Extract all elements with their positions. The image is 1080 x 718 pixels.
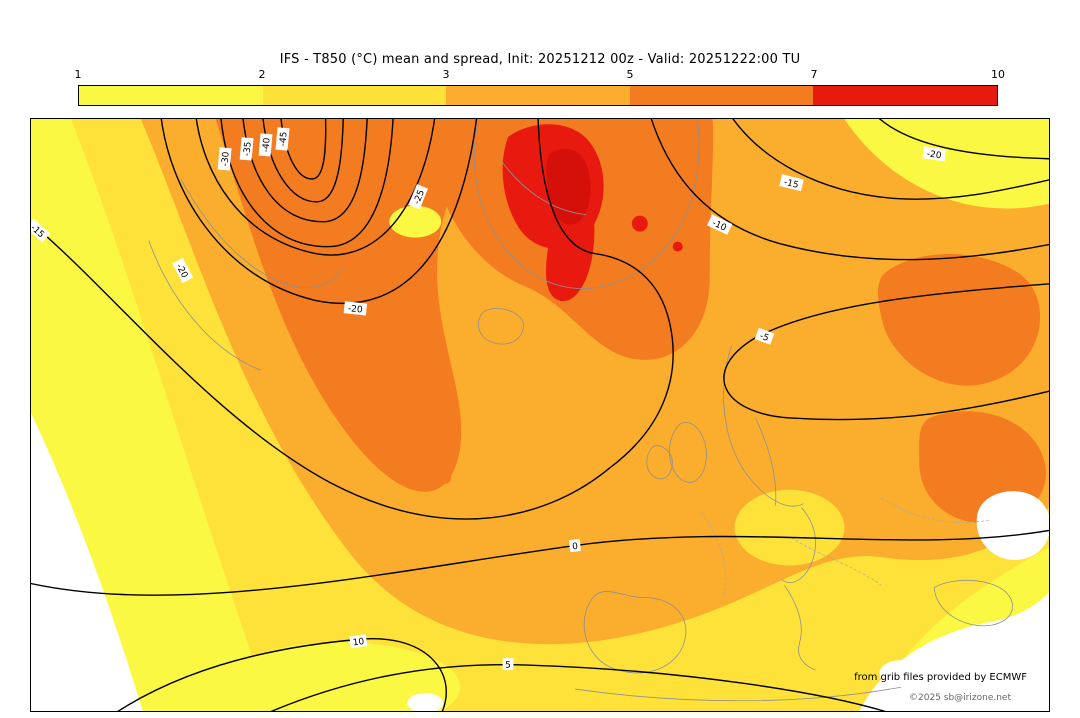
colorbar — [78, 85, 998, 106]
contour-minus15-northeast — [732, 119, 1049, 200]
page-title: IFS - T850 (°C) mean and spread, Init: 2… — [279, 52, 801, 67]
attribution-copyright: ©2025 sb@irizone.net — [909, 693, 1011, 703]
coast-iberia — [583, 591, 687, 674]
coast-north-africa — [574, 686, 902, 702]
spread-region-5-7 — [439, 471, 452, 484]
contour-label: -5 — [754, 327, 775, 345]
coast-baltic — [781, 507, 816, 583]
svg-text:-20: -20 — [347, 304, 363, 315]
coastlines — [148, 120, 1013, 702]
contour-label: -45 — [275, 127, 290, 151]
contour-minus5 — [723, 283, 1049, 421]
spread-region-2-3 — [734, 489, 845, 566]
svg-text:-40: -40 — [261, 137, 272, 153]
spread-region-5-7 — [877, 254, 1041, 386]
coast-greenland — [473, 120, 700, 289]
spread-region-lt1 — [976, 491, 1049, 560]
spread-shading — [31, 119, 1049, 711]
colorbar-tick: 2 — [258, 68, 266, 81]
svg-text:10: 10 — [352, 637, 365, 649]
contour-label: 10 — [349, 634, 368, 649]
contour-minus40 — [262, 119, 344, 203]
svg-text:5: 5 — [505, 661, 511, 671]
colorbar-segment — [446, 86, 630, 105]
colorbar-segment — [629, 86, 814, 105]
colorbar-segment — [813, 86, 997, 105]
colorbar-tick: 10 — [991, 68, 1005, 81]
contour-label: -35 — [239, 137, 254, 161]
contour-minus35 — [242, 119, 368, 223]
svg-text:0: 0 — [572, 542, 579, 553]
country-border — [881, 497, 992, 523]
map-frame: -15 -20 -20 -25 -30 -35 -40 -45 -15 -20 -10 -5 0 5 10 … — [30, 118, 1050, 712]
contour-plus5 — [270, 663, 886, 711]
contour-label: -15 — [31, 218, 51, 243]
contour-label: -20 — [922, 146, 947, 161]
contour-label: 0 — [568, 539, 581, 553]
colorbar-tick: 1 — [74, 68, 82, 81]
spread-region-7-10 — [672, 241, 683, 252]
contour-minus20 — [160, 119, 478, 305]
svg-text:-30: -30 — [220, 151, 231, 167]
spread-region-low-spot — [389, 205, 442, 238]
contour-plus10 — [117, 638, 447, 711]
attribution-source: from grib files provided by ECMWF — [854, 672, 1027, 683]
colorbar-segment — [262, 86, 447, 105]
coast-canada — [180, 178, 343, 288]
country-border — [791, 537, 882, 586]
country-border — [701, 512, 727, 596]
coast-britain — [669, 421, 707, 483]
spread-region-7-10 — [631, 215, 648, 232]
contour-label: 5 — [502, 658, 514, 671]
coast-canada-inner — [148, 240, 261, 371]
contour-label: -40 — [258, 133, 273, 157]
spread-region-core — [546, 148, 591, 225]
spread-region-1-2 — [220, 642, 461, 711]
contour-minus30 — [220, 119, 394, 248]
svg-text:-20: -20 — [926, 149, 942, 161]
svg-text:-35: -35 — [242, 141, 253, 156]
svg-text:-45: -45 — [278, 131, 289, 146]
coast-ireland — [646, 445, 673, 480]
colorbar-tick: 5 — [626, 68, 634, 81]
colorbar-segment — [79, 86, 263, 105]
coast-italy — [784, 585, 816, 671]
coast-greenland-inner — [499, 158, 586, 216]
contour-label: -20 — [343, 301, 368, 316]
contour-minus15-trough — [31, 119, 674, 520]
coast-black-sea — [933, 579, 1013, 627]
colorbar-tick: 7 — [810, 68, 818, 81]
colorbar-tick: 3 — [442, 68, 450, 81]
spread-region-lt1 — [407, 693, 444, 711]
coast-scandinavia-inner — [755, 417, 777, 506]
coast-iceland — [478, 307, 524, 345]
contour-label: -15 — [779, 174, 804, 192]
contour-label: -30 — [217, 147, 232, 171]
spread-region-lt1 — [879, 660, 924, 687]
contour-minus25 — [195, 119, 436, 256]
colorbar-ticks: 1 2 3 5 7 10 — [74, 68, 1006, 82]
svg-text:-5: -5 — [758, 331, 770, 343]
contour-minus10 — [650, 119, 1049, 261]
svg-text:-15: -15 — [783, 178, 800, 191]
contour-minus20-northeast — [878, 119, 1049, 160]
spread-region-lt1 — [31, 413, 143, 711]
